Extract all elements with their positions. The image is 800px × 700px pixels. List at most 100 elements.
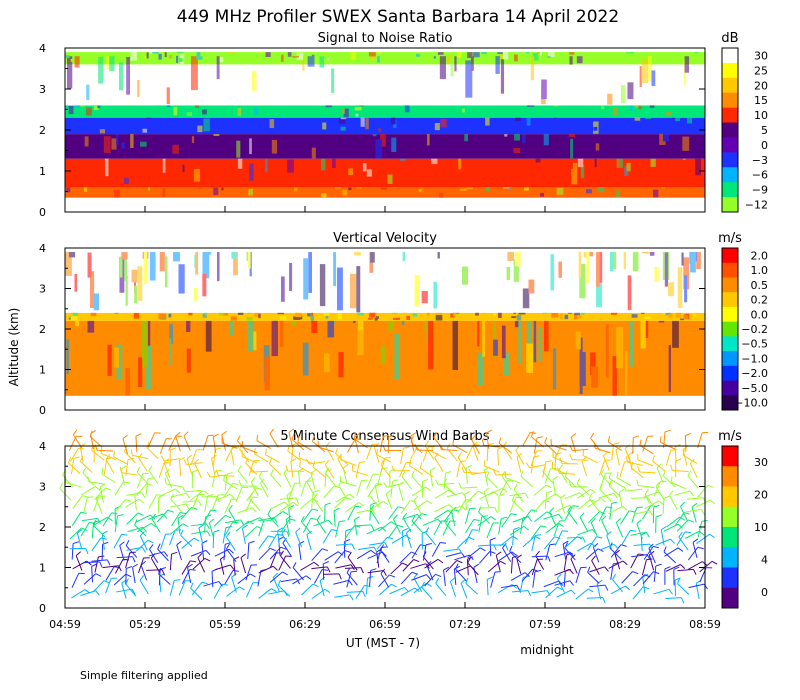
wind-barb-flag [693, 569, 697, 575]
wind-barb [298, 544, 302, 561]
wind-barb [121, 583, 127, 599]
heatmap-cell [338, 117, 346, 124]
colorbar-swatch [722, 506, 738, 528]
wind-barb-flag [298, 540, 305, 545]
wind-barb-flag [187, 563, 193, 568]
wind-barb-flag [645, 531, 650, 538]
heatmap-cell [197, 125, 203, 133]
wind-barb-flag [397, 524, 404, 528]
heatmap-cell [99, 129, 106, 134]
heatmap-cell [473, 52, 480, 58]
heatmap-cell [536, 52, 543, 54]
wind-barb [505, 477, 521, 484]
heatmap-cell [334, 187, 342, 189]
heatmap-cell [585, 189, 592, 194]
heatmap-cell [307, 56, 315, 67]
wind-barb [149, 548, 159, 564]
colorbar-swatch [722, 365, 738, 382]
wind-barb [114, 481, 124, 496]
wind-barb [250, 481, 259, 497]
wind-barb-flag [72, 541, 79, 545]
wind-barb [97, 449, 114, 452]
heatmap-cell [574, 312, 581, 316]
heatmap-cell [354, 106, 362, 111]
heatmap-cell [677, 267, 683, 308]
heatmap-cell [629, 105, 634, 111]
heatmap-cell [356, 266, 361, 313]
heatmap-cell [683, 314, 688, 320]
wind-barb-flag [525, 462, 530, 468]
wind-barb-flag [419, 462, 423, 469]
heatmap-cell [128, 134, 132, 139]
heatmap-cell [319, 264, 326, 307]
heatmap-cell [482, 312, 487, 316]
wind-barb-flag [448, 504, 454, 510]
heatmap-cell [672, 320, 679, 348]
wind-barb [295, 531, 303, 548]
wind-barb [445, 560, 458, 573]
wind-barb-flag [370, 568, 377, 571]
wind-barb [567, 511, 578, 525]
wind-barb [369, 570, 372, 587]
wind-barb [116, 556, 133, 559]
heatmap-cell [198, 187, 203, 189]
wind-barb [684, 530, 700, 539]
wind-barb-flag [691, 502, 698, 508]
wind-barb [531, 535, 536, 552]
wind-barb-flag [435, 577, 440, 584]
heatmap-cell [222, 313, 228, 316]
wind-barb-flag [452, 438, 455, 445]
heatmap-cell [420, 187, 424, 193]
heatmap-cell [125, 275, 128, 306]
wind-barb-flag [251, 507, 257, 513]
wind-barb [299, 466, 314, 476]
wind-barb-flag [547, 555, 551, 562]
wind-barb [325, 472, 336, 487]
wind-barb-flag [106, 559, 111, 566]
wind-barb-flag [232, 569, 240, 572]
wind-barb [316, 519, 327, 534]
wind-barb-flag [253, 447, 256, 455]
heatmap-cell [526, 117, 531, 126]
wind-barb-flag [99, 561, 103, 568]
heatmap-cell [380, 134, 386, 147]
wind-barb [237, 470, 249, 484]
wind-barb [410, 563, 426, 569]
wind-barb [556, 578, 565, 593]
wind-barb [123, 451, 136, 464]
wind-barb-flag [237, 465, 242, 471]
heatmap-cell [591, 366, 599, 388]
colorbar-label: 20 [754, 489, 768, 502]
wind-barb-flag [376, 448, 379, 455]
wind-barb-flag [288, 428, 295, 433]
wind-barb-flag [132, 563, 138, 568]
wind-barb [369, 509, 380, 524]
wind-barb [313, 519, 329, 527]
heatmap-cell [130, 52, 137, 61]
wind-barb [599, 543, 615, 551]
heatmap-cell [671, 117, 675, 119]
wind-barb [637, 459, 653, 467]
wind-barb [455, 568, 467, 582]
wind-barb-flag [122, 434, 128, 440]
wind-barb-flag [486, 429, 493, 434]
colorbar-swatch [722, 466, 738, 487]
heatmap-cell [661, 187, 665, 189]
heatmap-cell [526, 343, 534, 373]
wind-barb [127, 526, 144, 533]
heatmap-band-4 [65, 117, 705, 135]
heatmap-cell [119, 256, 123, 278]
wind-barb-flag [139, 575, 145, 581]
wind-barb [530, 450, 537, 467]
wind-barb [466, 444, 474, 460]
wind-barb [478, 506, 495, 509]
colorbar-swatch [722, 248, 738, 264]
wind-barb-flag [409, 500, 417, 503]
heatmap-cell [586, 252, 590, 283]
y-tick-label: 2 [39, 323, 46, 336]
wind-barb [235, 520, 249, 532]
wind-barb-flag [596, 579, 603, 584]
wind-barb [115, 559, 124, 574]
heatmap-cell [518, 320, 522, 364]
heatmap-cell [291, 320, 297, 326]
